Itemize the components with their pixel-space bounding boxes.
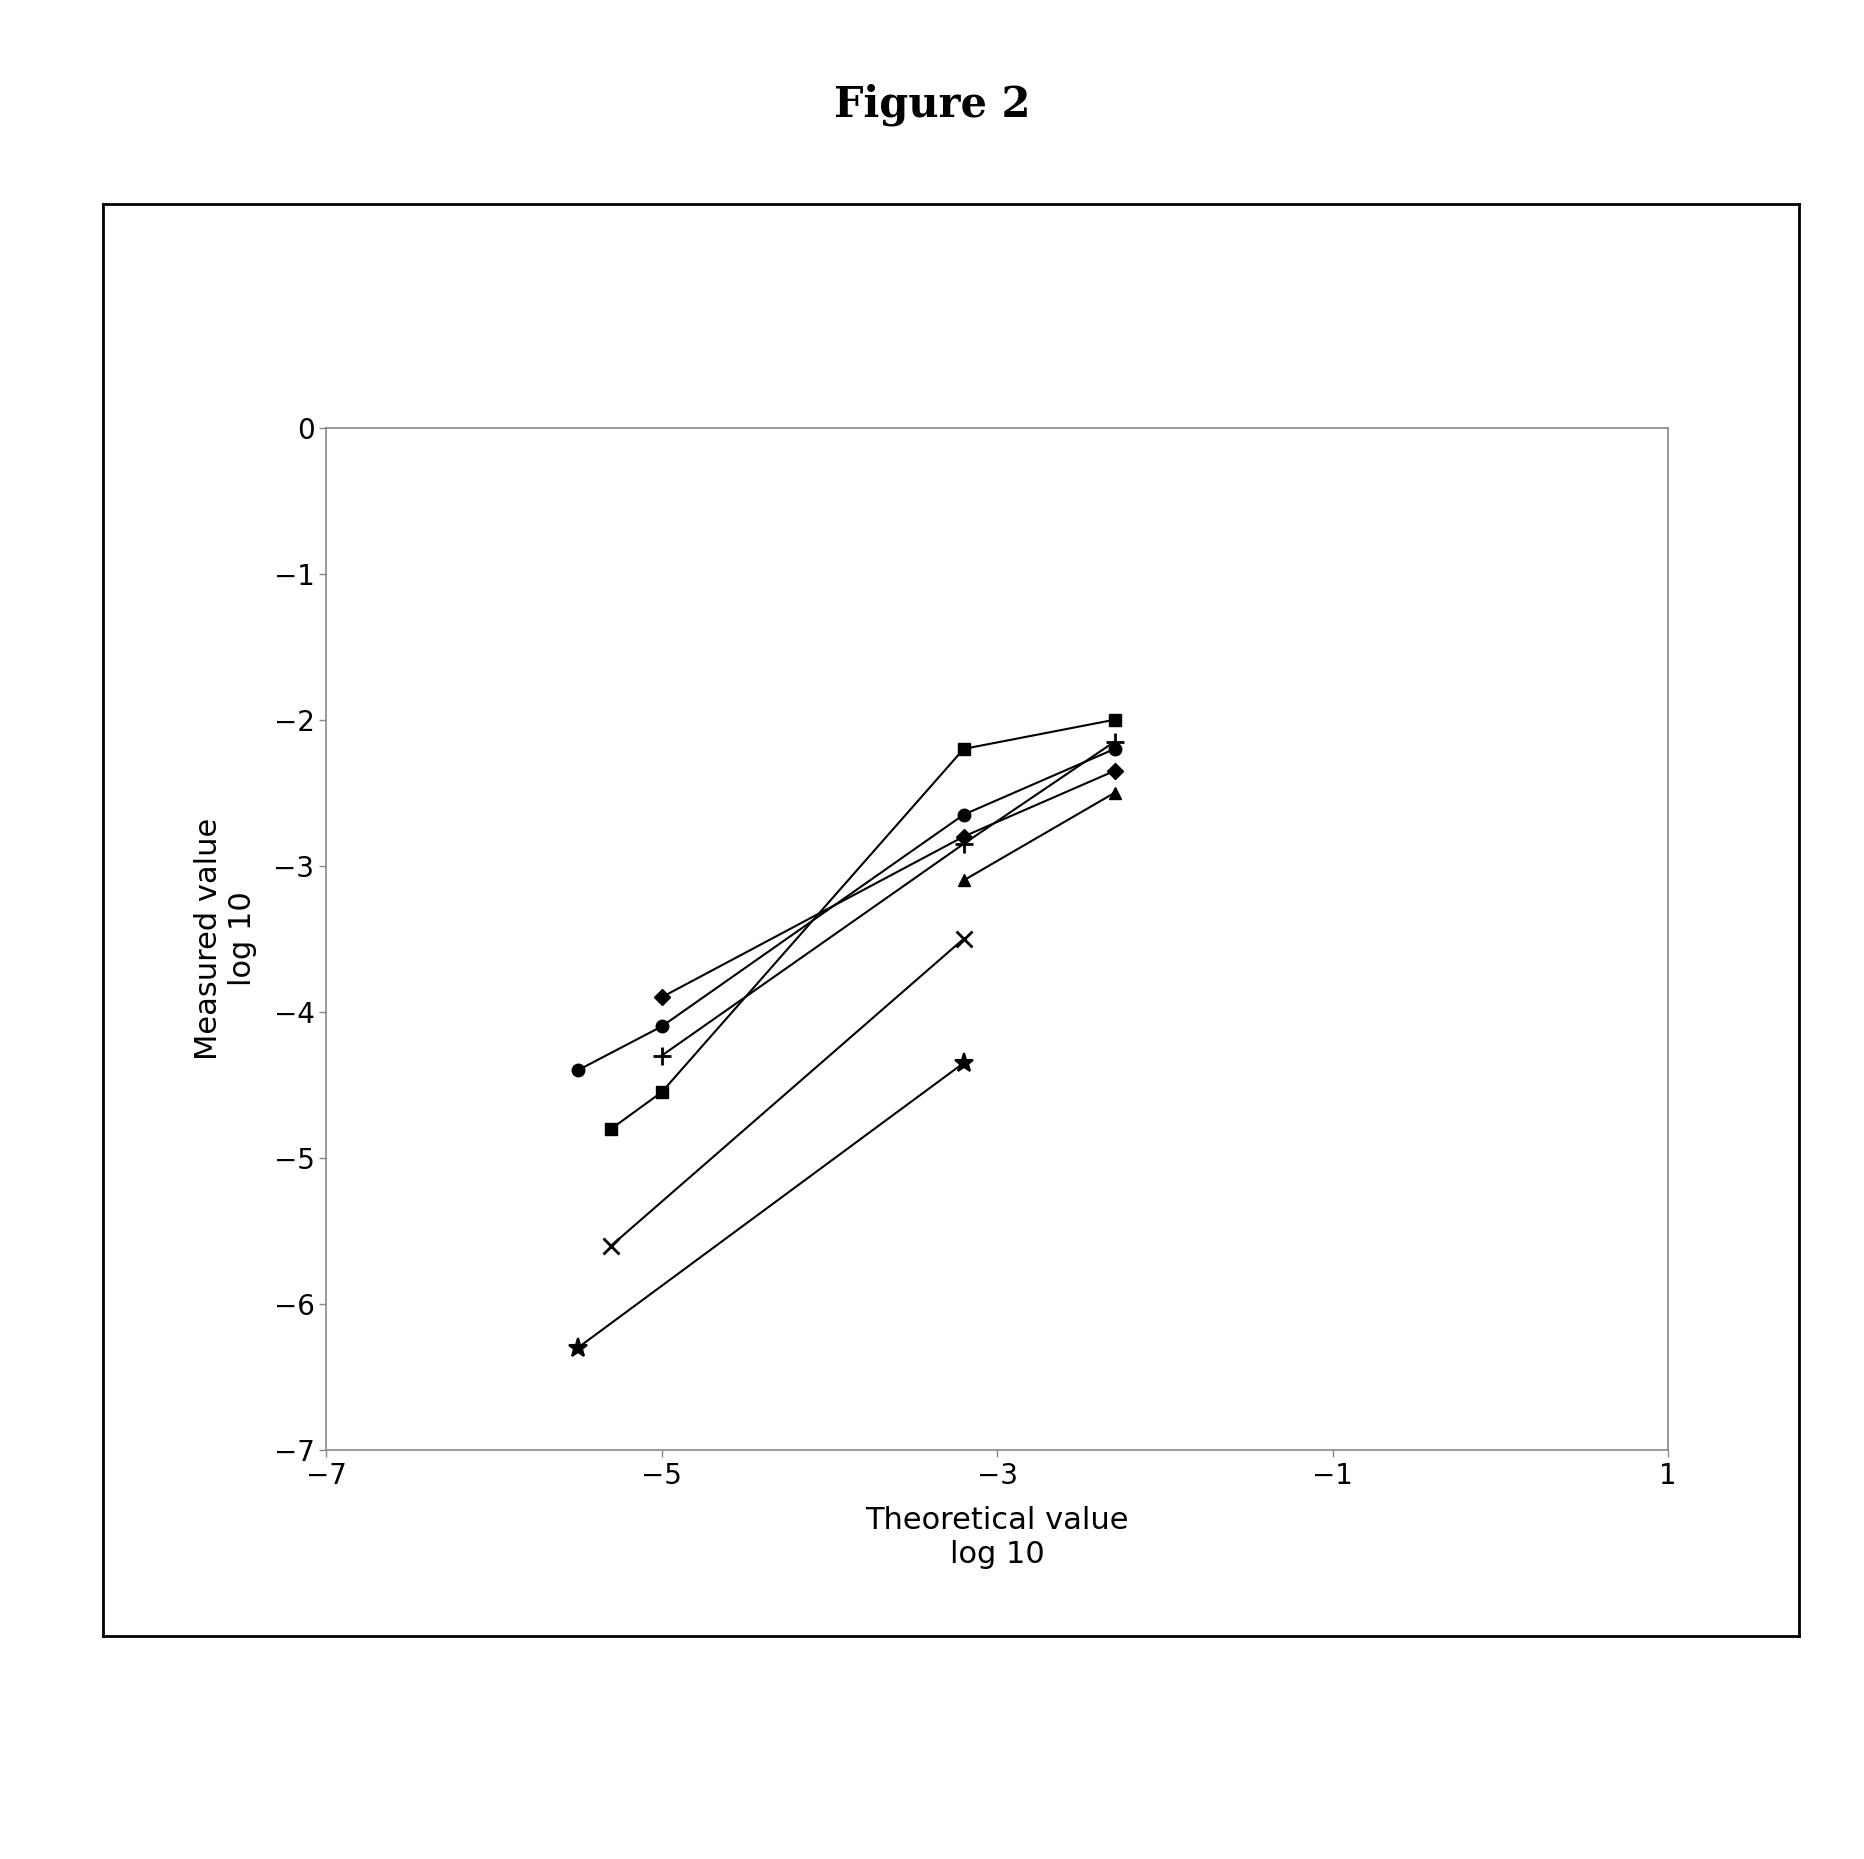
Text: Figure 2: Figure 2 bbox=[833, 84, 1031, 126]
X-axis label: Theoretical value
log 10: Theoretical value log 10 bbox=[865, 1506, 1130, 1569]
Y-axis label: Measured value
log 10: Measured value log 10 bbox=[194, 818, 257, 1060]
